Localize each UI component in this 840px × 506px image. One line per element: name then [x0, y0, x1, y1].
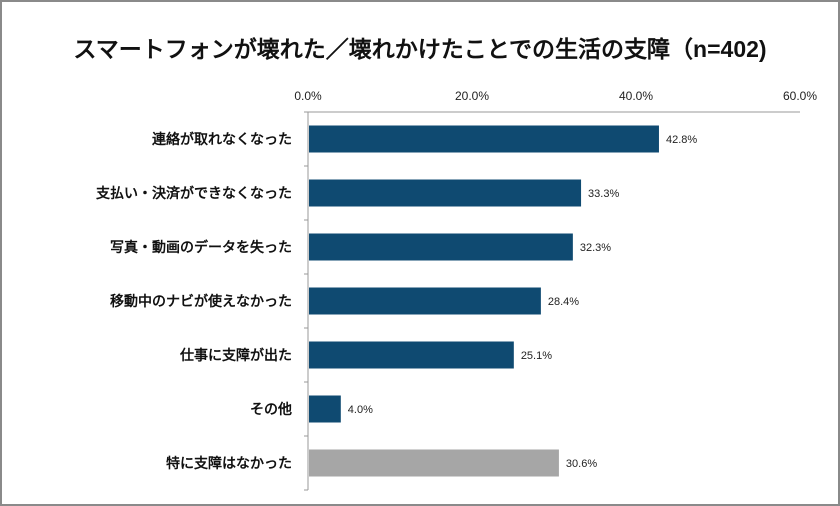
category-label: 連絡が取れなくなった	[152, 131, 292, 147]
chart-title: スマートフォンが壊れた／壊れかけたことでの生活の支障（n=402)	[73, 36, 767, 62]
category-label: 移動中のナビが使えなかった	[110, 293, 292, 309]
data-label: 28.4%	[548, 296, 579, 308]
data-label: 33.3%	[588, 188, 619, 200]
data-label: 32.3%	[580, 242, 611, 254]
category-label: その他	[250, 401, 292, 417]
bar	[309, 125, 659, 153]
x-tick-label: 60.0%	[783, 89, 817, 103]
category-label: 仕事に支障が出た	[179, 347, 292, 363]
x-tick-label: 40.0%	[619, 89, 653, 103]
bar	[309, 287, 541, 315]
bar	[309, 395, 341, 423]
category-label: 特に支障はなかった	[166, 455, 292, 471]
data-label: 30.6%	[566, 458, 597, 470]
data-label: 4.0%	[348, 404, 373, 416]
bar	[309, 341, 514, 369]
bar	[309, 449, 559, 477]
bar	[309, 179, 582, 207]
category-label: 写真・動画のデータを失った	[110, 239, 292, 255]
bar	[309, 233, 573, 261]
data-label: 25.1%	[521, 350, 552, 362]
category-label: 支払い・決済ができなくなった	[95, 185, 292, 201]
x-tick-label: 20.0%	[455, 89, 489, 103]
data-label: 42.8%	[666, 134, 697, 146]
x-tick-label: 0.0%	[294, 89, 322, 103]
